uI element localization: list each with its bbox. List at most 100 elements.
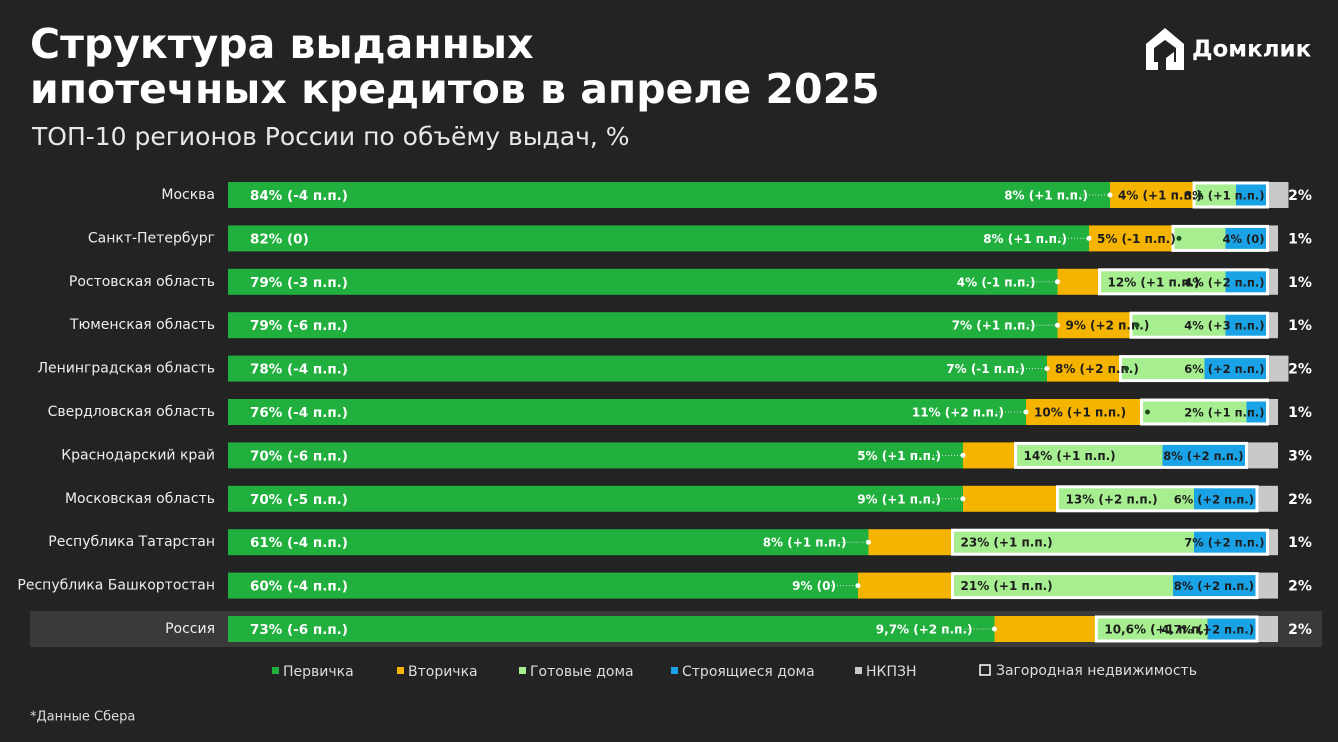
bar-segment <box>1047 355 1121 382</box>
outline-box <box>1192 181 1269 209</box>
bar-segment <box>1099 268 1226 295</box>
bar-segment <box>228 355 1047 382</box>
y-tick-label: Ростовская область <box>69 274 215 290</box>
bar-segment <box>1015 442 1163 469</box>
bar-segment <box>1207 616 1257 642</box>
bar-segment <box>1267 355 1289 382</box>
bar-segment <box>1236 182 1268 208</box>
legend-label: Строящиеся дома <box>682 664 815 680</box>
bar-segment <box>1096 616 1208 642</box>
y-tick-label: Санкт-Петербург <box>88 230 215 246</box>
bar-segment <box>228 225 1089 252</box>
outline-box <box>1098 268 1269 296</box>
bar-segment <box>1162 442 1247 469</box>
legend-swatch <box>855 667 862 674</box>
outline-box <box>951 528 1269 556</box>
data-label: 9,7% (+2 п.п.) <box>876 623 973 637</box>
leader-dot <box>855 583 861 589</box>
brand: Домклик <box>1192 37 1312 63</box>
outline-box <box>1056 485 1259 513</box>
data-label: 4% (+3 п.п.) <box>1184 319 1264 333</box>
bar-segment <box>1257 572 1278 599</box>
bar-segment <box>228 182 1110 208</box>
leader-dot <box>1086 235 1092 241</box>
bar-segment <box>1089 225 1173 252</box>
leader-dot <box>992 626 997 632</box>
bar-segment <box>228 485 963 512</box>
bar-segment <box>952 572 1173 599</box>
bar-segment <box>1267 225 1278 252</box>
data-label: 79% (-3 п.п.) <box>250 275 348 291</box>
bar-segment <box>1120 355 1205 382</box>
data-label: 14% (+1 п.п.) <box>1024 449 1116 463</box>
data-label: 10,6% (+1 п.п.) <box>1104 623 1209 637</box>
bar-segment <box>1204 355 1268 382</box>
leader-dot <box>1055 279 1060 285</box>
data-label: 7% (+1 п.п.) <box>952 319 1036 333</box>
data-label: 12% (+1 п.п.) <box>1108 275 1200 289</box>
outline-box <box>1129 311 1269 339</box>
bar-segment <box>228 572 858 599</box>
outline-box <box>1119 355 1269 383</box>
y-tick-label: Республика Башкортостан <box>17 578 215 594</box>
legend-swatch <box>272 667 279 674</box>
data-label: 1% <box>1288 405 1312 421</box>
data-label: 5% (+1 п.п.) <box>857 449 941 463</box>
data-label: 7% (-1 п.п.) <box>946 362 1025 376</box>
data-label: 70% (-6 п.п.) <box>250 448 348 464</box>
bar-segment <box>228 529 869 556</box>
data-label: 8% (+1 п.п.) <box>1004 189 1088 203</box>
leader-dot <box>1197 192 1203 198</box>
data-label: 8% (+1 п.п.) <box>983 232 1067 246</box>
bar-segment <box>994 616 1097 642</box>
data-label: 11% (+2 п.п.) <box>912 406 1004 420</box>
bar-segment <box>228 399 1026 425</box>
legend-swatch <box>671 667 678 674</box>
y-tick-label: Московская область <box>65 491 215 507</box>
leader-dot <box>1044 366 1050 372</box>
outline-box <box>1014 441 1248 469</box>
data-label: 9% (+1 п.п.) <box>857 492 941 506</box>
y-tick-label: Республика Татарстан <box>48 534 215 550</box>
data-label: 23% (+1 п.п.) <box>961 536 1053 550</box>
bar-segment <box>858 572 953 599</box>
data-label: 2% <box>1288 492 1312 508</box>
legend-swatch <box>519 667 526 674</box>
legend-label: Первичка <box>283 664 354 680</box>
bar-segment <box>1057 268 1100 295</box>
leader-dot <box>1055 322 1060 328</box>
bar-segment <box>1225 268 1268 295</box>
data-label: 4% (+1 п.п.) <box>1118 189 1202 203</box>
outline-box <box>1171 224 1269 252</box>
data-label: 4% (+2 п.п.) <box>1184 275 1264 289</box>
data-label: 79% (-6 п.п.) <box>250 318 348 334</box>
bar-segment <box>1173 225 1226 252</box>
data-label: 13% (+2 п.п.) <box>1066 492 1158 506</box>
data-label: 1% <box>1288 535 1312 551</box>
footnote: *Данные Сбера <box>30 710 135 725</box>
bar-segment <box>1267 312 1278 339</box>
data-label: 8% (+2 п.п.) <box>1055 362 1139 376</box>
y-tick-label: Тюменская область <box>69 317 215 333</box>
chart-title: ипотечных кредитов в апреле 2025 <box>30 65 880 113</box>
legend-label: Вторичка <box>408 664 478 680</box>
bar-segment <box>1267 182 1289 208</box>
data-label: 1% <box>1288 318 1312 334</box>
leader-dot <box>960 452 966 458</box>
data-label: 8% (+2 п.п.) <box>1163 449 1243 463</box>
data-label: 3% (+1 п.п.) <box>1184 189 1264 203</box>
bar-segment <box>952 529 1194 556</box>
data-label: 4% (-1 п.п.) <box>957 275 1036 289</box>
outline-box <box>951 572 1259 600</box>
y-tick-label: Россия <box>165 621 215 637</box>
legend-label: НКПЗН <box>866 664 917 680</box>
bar-segment <box>1194 529 1268 556</box>
chart-title: Структура выданных <box>30 20 534 68</box>
data-label: 7% (+2 п.п.) <box>1184 536 1264 550</box>
bar-segment <box>228 268 1058 295</box>
data-label: 10% (+1 п.п.) <box>1034 406 1126 420</box>
bar-segment <box>1141 399 1247 425</box>
chart-subtitle: ТОП-10 регионов России по объёму выдач, … <box>31 122 630 151</box>
data-label: 2% (+1 п.п.) <box>1184 406 1264 420</box>
